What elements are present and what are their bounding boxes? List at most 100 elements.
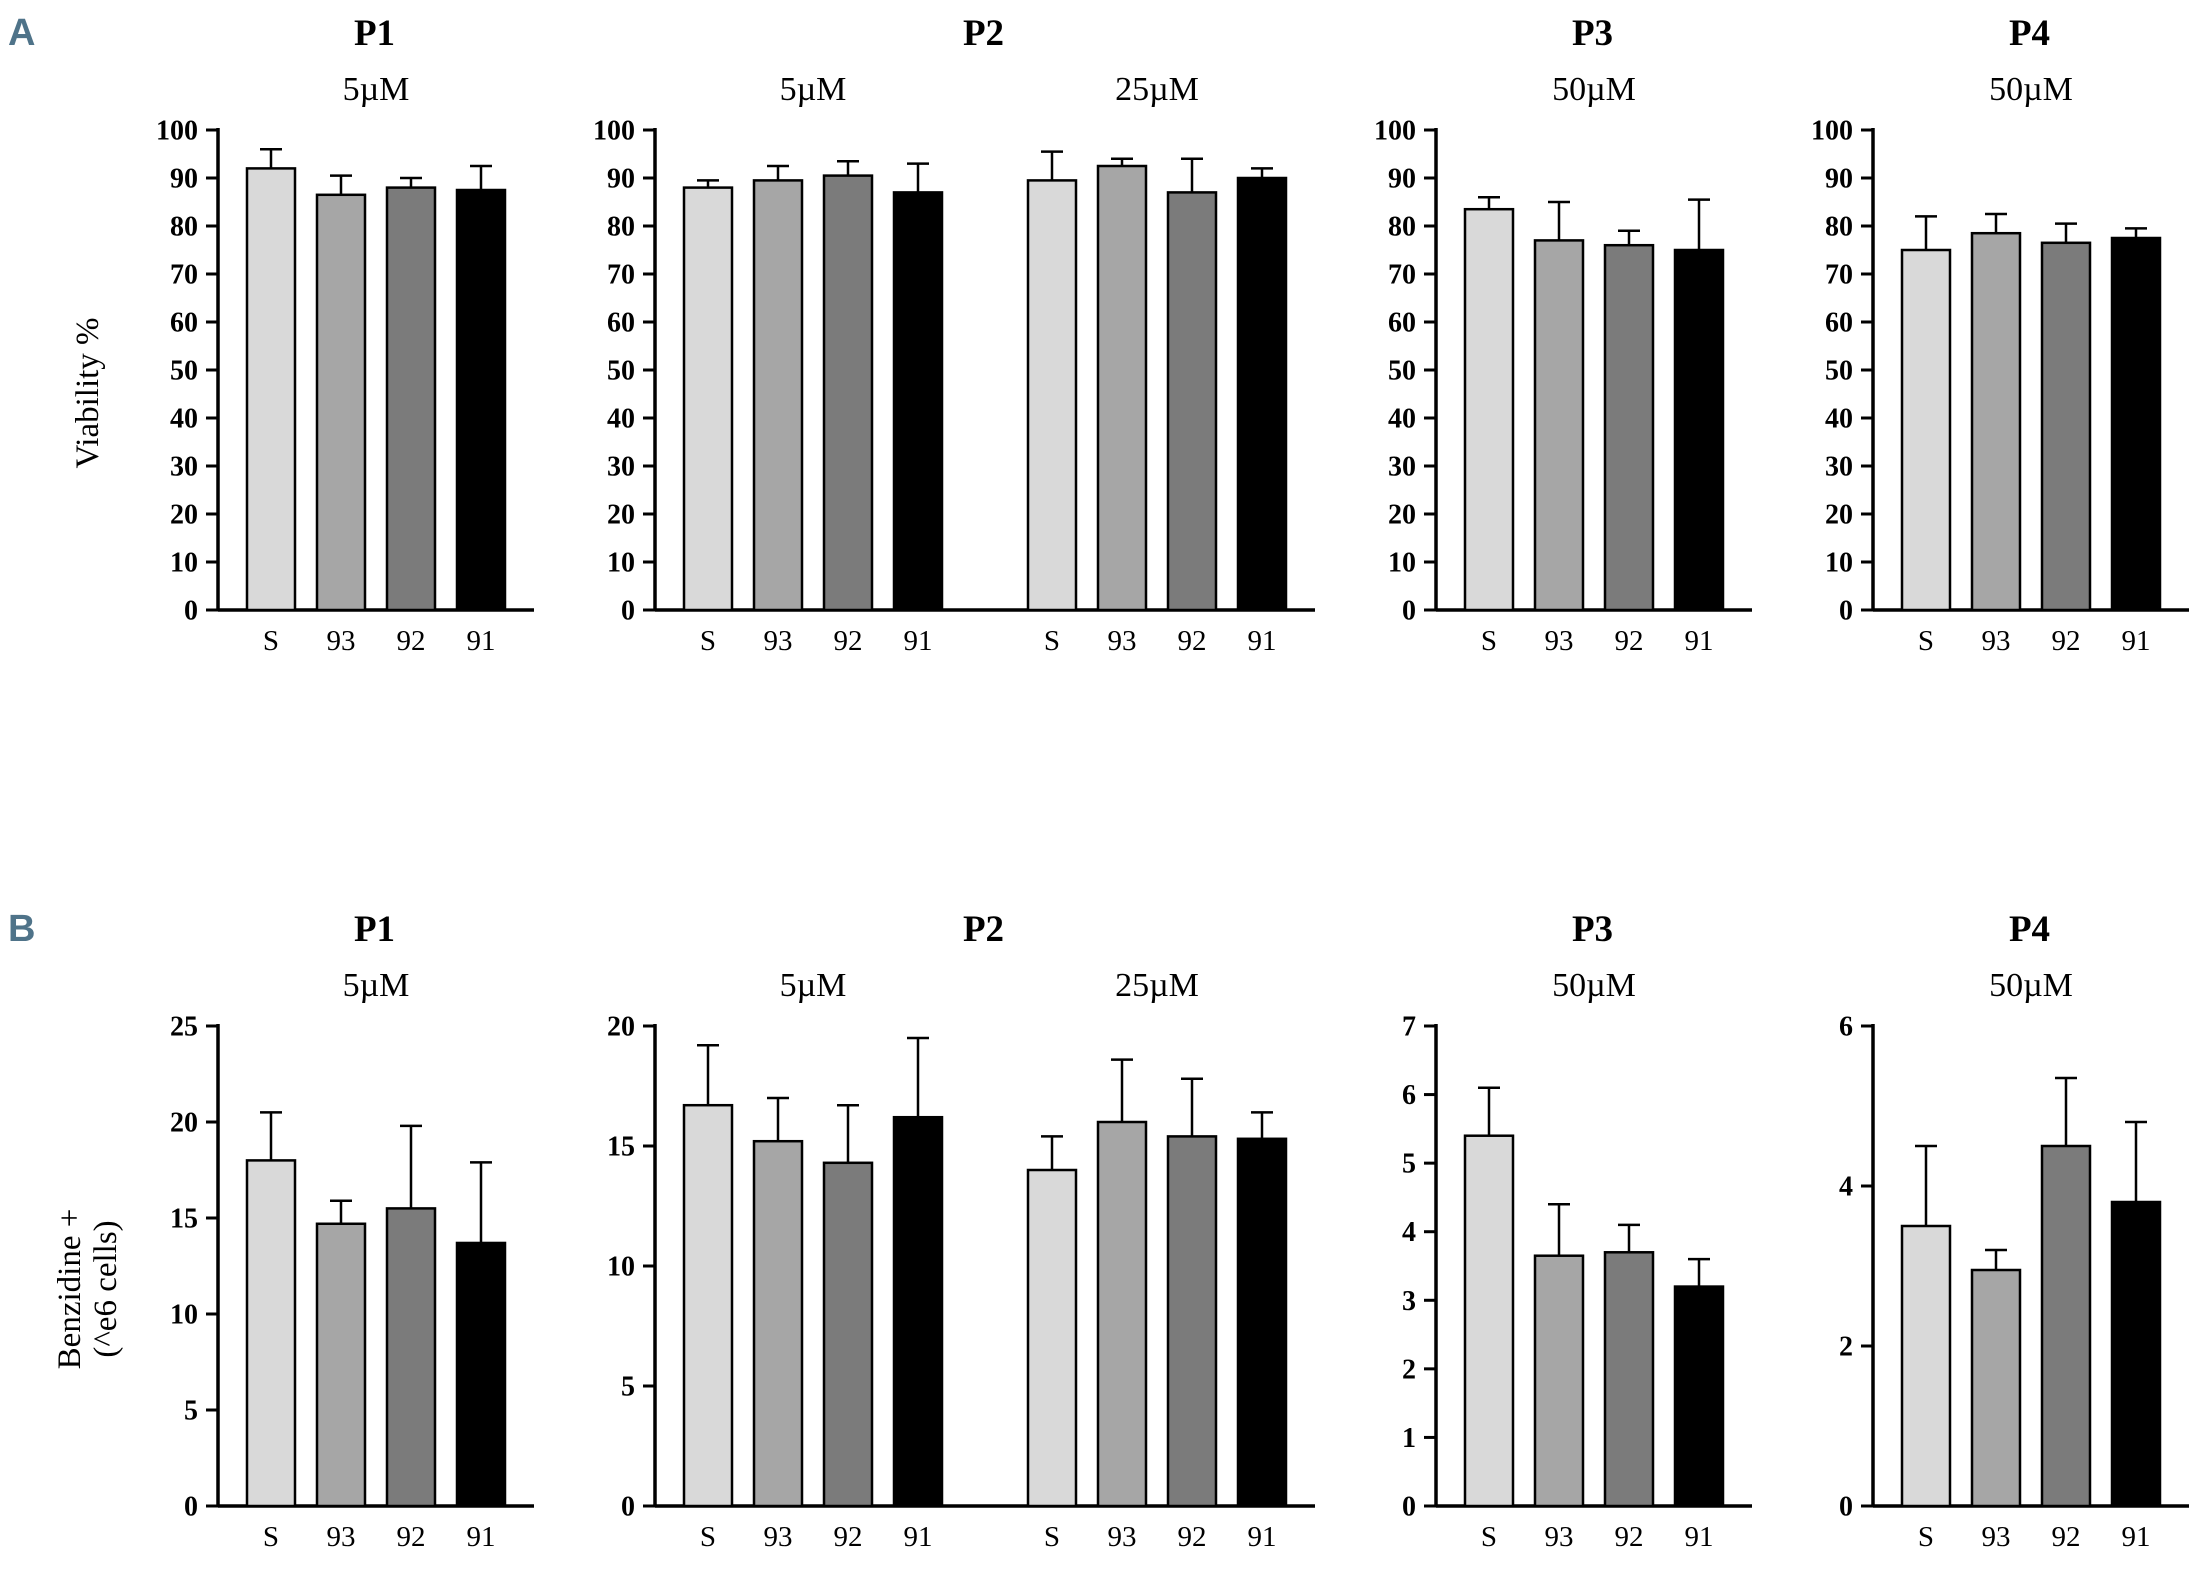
y-tick-label: 50 [1825,356,1853,387]
x-category-label: S [700,1521,716,1553]
x-category-label: 91 [467,625,496,657]
y-tick-label: 60 [607,308,635,339]
y-tick-label: 2 [1839,1332,1853,1363]
x-category-label: 93 [1545,1521,1574,1553]
y-tick-label: 10 [170,1300,198,1331]
y-tick-label: 10 [1388,548,1416,579]
bar-91 [2110,236,2162,612]
bar-91 [892,1115,944,1508]
bar-S [1026,179,1078,612]
chart-b-p2: P2 0 5 10 15 20 5µM S 93 92 91 25µM S 93 92 91 [560,904,1327,1567]
bar-93 [1533,239,1585,612]
y-tick-label: 90 [1825,164,1853,195]
bar-S [245,1159,297,1508]
bar-S [245,167,297,612]
x-category-label: 92 [2052,625,2081,657]
bar-91 [455,188,507,612]
bar-S [1463,207,1515,612]
chart-b-p3: P3 0 1 2 3 4 5 6 7 50µM S 93 92 91 [1341,904,1764,1567]
chart-plot: 0 2 4 6 50µM S 93 92 91 [1839,967,2189,1553]
chart-plot: 0 10 20 30 40 50 60 70 80 90 100 5µM S 93 92 91 [156,71,534,657]
bar-S [1026,1168,1078,1508]
x-category-label: 93 [1982,1521,2011,1553]
y-tick-label: 0 [621,1492,635,1523]
y-tick-label: 20 [1388,500,1416,531]
panel-b-ylabel: Benzidine + (^e6 cells) [52,904,124,1564]
bar-93 [315,1222,367,1508]
bar-91 [892,191,944,612]
y-tick-label: 90 [607,164,635,195]
x-category-label: 93 [764,625,793,657]
y-tick-label: 20 [607,500,635,531]
bar-92 [1166,191,1218,612]
x-category-label: 93 [1545,625,1574,657]
y-tick-label: 20 [170,500,198,531]
y-tick-label: 10 [1825,548,1853,579]
bar-S [682,186,734,612]
y-tick-label: 40 [1388,404,1416,435]
group-subtitle: 5µM [780,967,847,1004]
x-category-label: 91 [467,1521,496,1553]
y-tick-label: 15 [170,1204,198,1235]
group-subtitle: 5µM [343,967,410,1004]
y-tick-label: 0 [184,596,198,627]
group-subtitle: 5µM [780,71,847,108]
x-category-label: 93 [1108,1521,1137,1553]
panel-b-ylabel-line1: Benzidine + [52,1208,88,1370]
y-tick-label: 0 [621,596,635,627]
y-tick-label: 1 [1402,1423,1416,1454]
chart-plot: 0 10 20 30 40 50 60 70 80 90 100 50µM S 93 92 91 [1811,71,2189,657]
y-tick-label: 15 [607,1132,635,1163]
chart-a-p4: P4 0 10 20 30 40 50 60 70 80 90 100 50µM S 93 92 91 [1778,8,2201,671]
panel-a-row: A Viability % P1 0 10 20 30 40 50 60 70 80 90 100 5µ… [0,0,2202,671]
chart-a-p2: P2 0 10 20 30 40 50 60 70 80 90 100 5µM S 93 92 91 25µM S 9… [560,8,1327,671]
y-tick-label: 7 [1402,1012,1416,1043]
x-category-label: S [1044,1521,1060,1553]
bar-91 [1673,248,1725,612]
x-category-label: 92 [397,625,426,657]
bar-S [682,1103,734,1508]
x-category-label: 91 [2122,1521,2151,1553]
x-category-label: 92 [1615,625,1644,657]
y-tick-label: 40 [607,404,635,435]
group-subtitle: 25µM [1115,967,1199,1004]
y-tick-label: 60 [170,308,198,339]
y-tick-label: 3 [1402,1286,1416,1317]
y-tick-label: 40 [170,404,198,435]
x-category-label: S [1918,625,1934,657]
bar-92 [1603,243,1655,612]
x-category-label: 91 [1685,1521,1714,1553]
chart-b-p1: P1 0 5 10 15 20 25 5µM S 93 92 91 [123,904,546,1567]
bar-91 [1673,1285,1725,1508]
bar-93 [1970,1268,2022,1508]
y-tick-label: 60 [1825,308,1853,339]
chart-a-p1: P1 0 10 20 30 40 50 60 70 80 90 100 5µM S 93 92 91 [123,8,546,671]
chart-plot: 0 10 20 30 40 50 60 70 80 90 100 50µM S 93 92 91 [1374,71,1752,657]
y-tick-label: 6 [1402,1080,1416,1111]
y-tick-label: 4 [1839,1172,1853,1203]
group-subtitle: 25µM [1115,71,1199,108]
x-category-label: 93 [327,625,356,657]
bar-91 [1236,176,1288,612]
x-category-label: 93 [764,1521,793,1553]
x-category-label: 91 [1248,625,1277,657]
bar-93 [1096,1120,1148,1508]
panel-letter-a: A [8,12,36,54]
y-tick-label: 25 [170,1012,198,1043]
chart-plot: 0 5 10 15 20 5µM S 93 92 91 25µM S 93 92 91 [607,967,1315,1553]
y-tick-label: 100 [1811,116,1853,147]
bar-93 [1970,231,2022,612]
y-tick-label: 60 [1388,308,1416,339]
y-tick-label: 50 [607,356,635,387]
panel-a-ylabel-line1: Viability % [70,317,106,469]
y-tick-label: 40 [1825,404,1853,435]
x-category-label: 92 [834,625,863,657]
x-category-label: 92 [1615,1521,1644,1553]
bar-93 [752,1139,804,1508]
y-tick-label: 90 [170,164,198,195]
bar-92 [1603,1251,1655,1508]
chart-b-p4: P4 0 2 4 6 50µM S 93 92 91 [1778,904,2201,1567]
panel-b-charts: P1 0 5 10 15 20 25 5µM S 93 92 91 P2 0 5 10 15 20 5µM S 93 9… [123,904,2201,1567]
y-tick-label: 30 [1388,452,1416,483]
